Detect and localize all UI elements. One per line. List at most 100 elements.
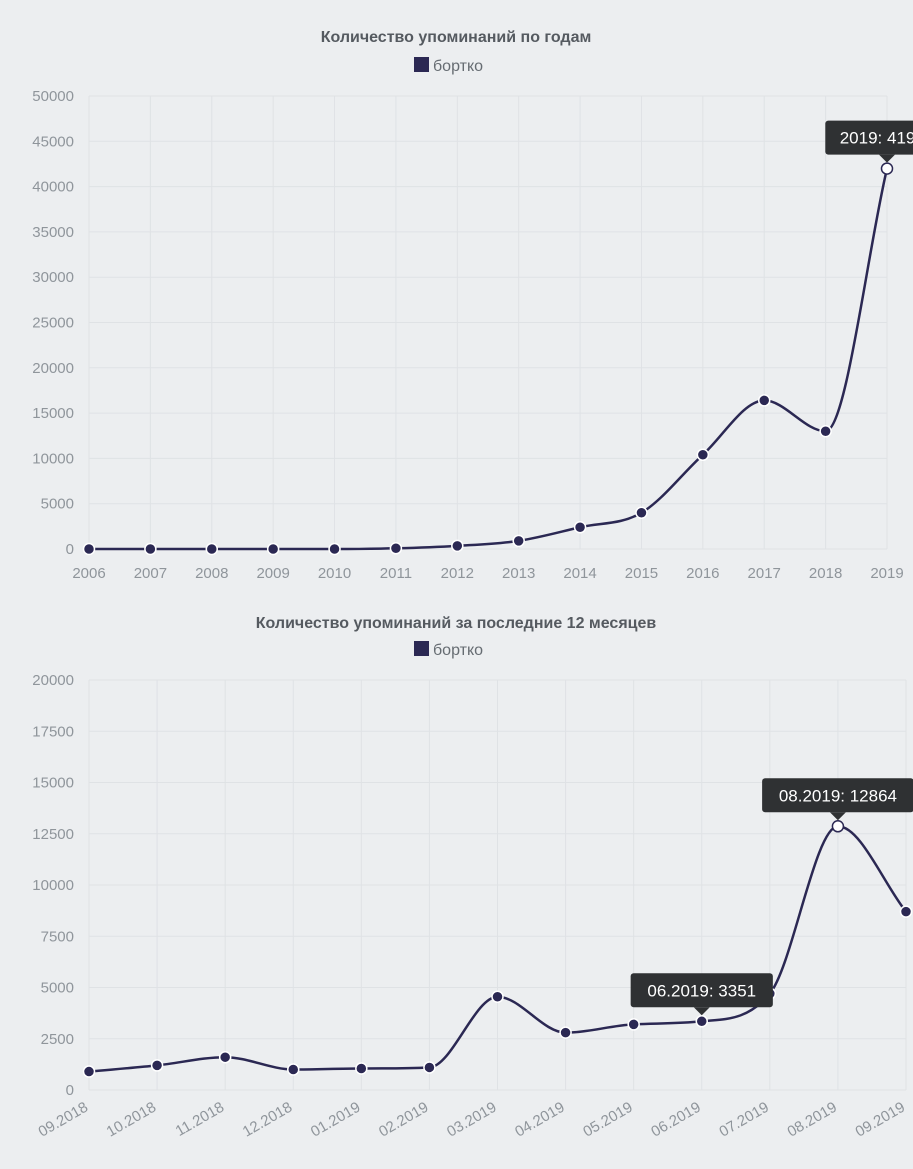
data-point[interactable] [355,1062,368,1075]
y-axis: 0 2500 5000 7500 10000 12500 15000 17500 20000 [32,672,906,1099]
data-point[interactable] [205,542,219,556]
x-tick-label: 09.2019 [853,1099,908,1141]
y-tick-label: 5000 [41,980,74,997]
tooltip-arrow [879,154,895,163]
data-point[interactable] [491,990,504,1003]
y-tick-label: 15000 [32,405,74,422]
x-axis: 2006 2007 2008 2009 2010 2011 2012 2013 2014 2015… [72,96,904,582]
legend-swatch [414,641,429,656]
tooltip-box [825,120,913,155]
data-point[interactable] [695,1015,708,1028]
data-point[interactable] [512,534,525,548]
x-tick-label: 2008 [195,565,228,582]
x-tick-label: 2006 [72,565,105,582]
legend-label: бортко [433,58,483,75]
data-point[interactable] [423,1061,436,1074]
data-point[interactable] [451,539,464,553]
x-tick-label: 02.2019 [376,1099,431,1141]
tooltip-label: 06.2019: 3351 [647,981,756,1000]
x-tick-label: 08.2019 [784,1099,839,1141]
y-tick-label: 40000 [32,179,74,196]
data-point[interactable] [82,1065,96,1078]
data-point[interactable] [82,542,96,556]
tooltip-label: 2019: 41990 [840,129,913,148]
y-tick-label: 10000 [32,450,74,467]
data-point[interactable] [218,1050,232,1064]
data-point[interactable] [144,542,157,556]
chart-title: Количество упоминаний за последние 12 ме… [256,615,657,632]
x-tick-label: 2013 [502,565,535,582]
y-tick-label: 0 [66,1082,74,1099]
y-tick-label: 20000 [32,360,74,377]
y-tick-label: 20000 [32,672,74,689]
x-tick-label: 2010 [318,565,351,582]
x-tick-label: 06.2019 [648,1099,703,1141]
x-tick-label: 03.2019 [444,1099,499,1141]
y-tick-label: 2500 [41,1031,74,1048]
x-tick-label: 11.2018 [173,1099,227,1140]
tooltip-arrow [829,812,846,821]
y-tick-label: 15000 [32,775,74,792]
y-tick-label: 50000 [32,88,74,105]
x-tick-label: 01.2019 [308,1099,363,1141]
x-tick-label: 2007 [134,565,167,582]
x-tick-label: 2014 [563,565,596,582]
x-tick-label: 2019 [870,565,903,582]
y-tick-label: 10000 [32,877,74,894]
data-point[interactable] [266,542,280,556]
x-tick-label: 2015 [625,565,658,582]
data-point[interactable] [559,1026,572,1039]
tooltip: 2019: 41990 [825,120,913,163]
data-point[interactable] [696,448,710,462]
x-axis: 09.2018 10.2018 11.2018 12.2018 01.2019 02.20… [36,680,908,1141]
data-point[interactable] [287,1063,300,1076]
x-tick-label: 07.2019 [716,1099,771,1141]
y-tick-label: 45000 [32,133,74,150]
y-tick-label: 0 [66,541,74,558]
data-point[interactable] [635,506,648,520]
x-tick-label: 2018 [809,565,842,582]
monthly-mentions-chart: Количество упоминаний за последние 12 ме… [32,615,913,1141]
tooltip: 08.2019: 12864 [762,778,913,821]
legend-label: бортко [433,642,483,659]
tooltip-arrow [693,1007,710,1016]
x-tick-label: 09.2018 [36,1099,91,1141]
legend[interactable]: бортко [414,641,483,659]
x-tick-label: 2016 [686,565,719,582]
legend[interactable]: бортко [414,57,483,75]
x-tick-label: 10.2018 [104,1099,159,1141]
data-point[interactable] [757,394,771,407]
data-point[interactable] [880,162,894,175]
data-point[interactable] [328,542,341,556]
y-tick-label: 12500 [32,826,74,843]
data-point[interactable] [627,1018,640,1031]
data-point[interactable] [573,521,587,534]
data-point[interactable] [150,1059,164,1072]
y-tick-label: 5000 [41,496,74,513]
x-tick-label: 2011 [380,565,412,582]
x-tick-label: 2012 [441,565,474,582]
x-tick-label: 05.2019 [580,1099,635,1141]
tooltip: 06.2019: 3351 [630,973,773,1016]
legend-swatch [414,57,429,72]
y-tick-label: 25000 [32,315,74,332]
x-tick-label: 2009 [256,565,289,582]
x-tick-label: 04.2019 [512,1099,567,1141]
x-tick-label: 12.2018 [240,1099,295,1141]
series-line [89,168,889,551]
x-tick-label: 2017 [748,565,781,582]
data-point[interactable] [389,542,403,555]
tooltip-box [762,778,913,813]
data-point[interactable] [819,424,832,438]
y-tick-label: 35000 [32,224,74,241]
y-tick-label: 7500 [41,928,74,945]
y-tick-label: 30000 [32,269,74,286]
tooltip-label: 08.2019: 12864 [779,786,897,805]
chart-title: Количество упоминаний по годам [321,29,592,46]
y-axis: 0 5000 10000 15000 20000 25000 30000 35000 40000… [32,88,887,558]
yearly-mentions-chart: Количество упоминаний по годам бортко 0 500… [32,29,913,582]
data-point[interactable] [831,820,845,833]
y-tick-label: 17500 [32,723,74,740]
data-point[interactable] [899,905,913,918]
